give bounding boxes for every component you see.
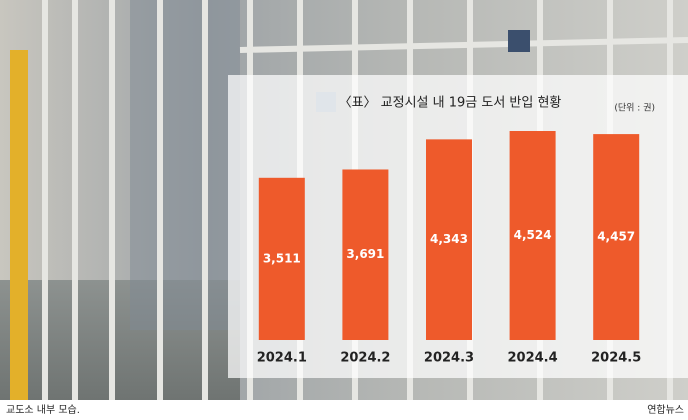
unit-label: (단위 : 권) <box>614 102 655 114</box>
bar <box>593 134 640 340</box>
value-label: 4,343 <box>430 232 468 246</box>
credit: 연합뉴스 <box>647 404 684 416</box>
x-tick-label: 2024.3 <box>424 351 474 366</box>
value-label: 3,511 <box>263 251 301 265</box>
value-label: 4,524 <box>514 228 552 242</box>
x-tick-label: 2024.2 <box>340 351 390 366</box>
bar <box>509 131 556 340</box>
x-tick-label: 2024.1 <box>257 351 307 366</box>
caption-strip <box>0 400 688 420</box>
bar <box>342 169 389 340</box>
chart-title: 〈표〉 교정시설 내 19금 도서 반입 현황 <box>339 96 562 111</box>
value-label: 3,691 <box>346 247 384 261</box>
bar <box>258 177 305 340</box>
x-tick-label: 2024.4 <box>508 351 558 366</box>
x-tick-label: 2024.5 <box>591 351 641 366</box>
bar <box>426 139 472 340</box>
value-label: 4,457 <box>597 230 635 244</box>
caption: 교도소 내부 모습. <box>6 404 80 416</box>
